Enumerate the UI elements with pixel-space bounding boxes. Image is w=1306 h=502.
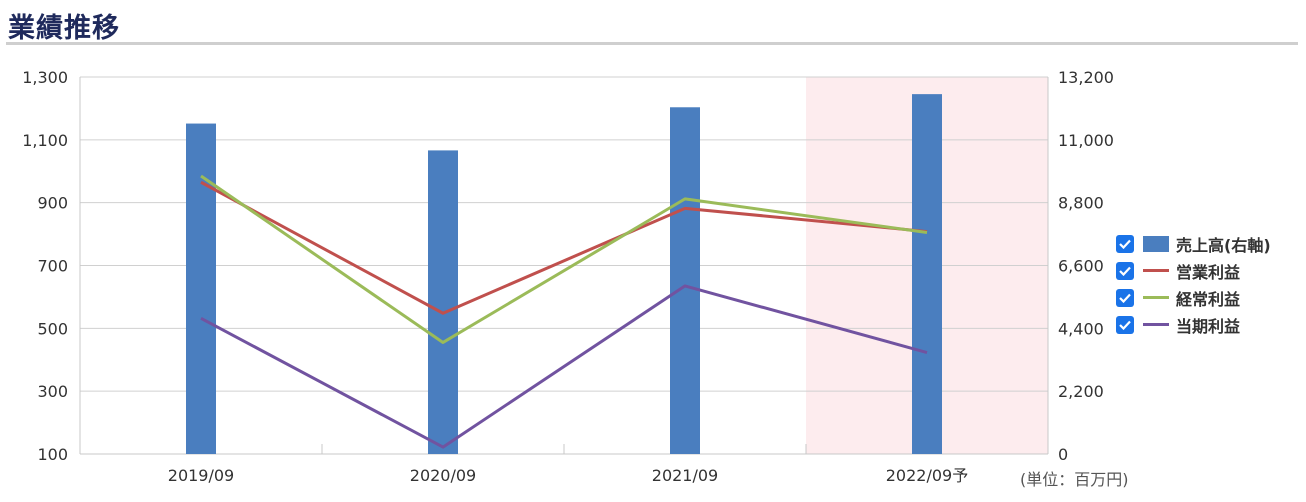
page-title: 業績推移 (8, 13, 120, 44)
x-axis-tick-label: 2021/09 (652, 466, 718, 485)
left-axis-tick-label: 1,100 (22, 131, 68, 150)
right-axis-tick-label: 4,400 (1058, 319, 1104, 338)
x-axis-tick-label: 2022/09予 (886, 466, 968, 485)
legend-swatch-net-profit (1143, 323, 1169, 326)
right-axis-tick-label: 11,000 (1058, 131, 1114, 150)
x-axis-tick-label: 2020/09 (410, 466, 476, 485)
x-axis-tick-label: 2019/09 (168, 466, 234, 485)
left-axis-tick-label: 700 (37, 257, 68, 276)
left-axis-tick-label: 1,300 (22, 68, 68, 87)
line-operating-profit (200, 180, 928, 315)
right-axis-tick-label: 2,200 (1058, 382, 1104, 401)
right-axis-tick-label: 13,200 (1058, 68, 1114, 87)
legend-swatch-ordinary-profit (1143, 296, 1169, 299)
checkbox-checked-icon[interactable] (1116, 234, 1134, 253)
legend-label: 売上高(右軸) (1176, 235, 1271, 255)
legend-item-ordinary-profit[interactable]: 経常利益 (1116, 284, 1302, 311)
legend-label: 当期利益 (1176, 316, 1241, 336)
left-axis-tick-label: 100 (37, 445, 68, 464)
legend-item-operating-profit[interactable]: 営業利益 (1116, 257, 1302, 284)
legend-label: 経常利益 (1176, 289, 1241, 309)
unit-label: (単位：百万円) (1020, 470, 1129, 489)
chart-legend: 売上高(右軸) 営業利益 経常利益 当期利益 (1116, 230, 1302, 338)
legend-swatch-sales (1143, 235, 1169, 252)
right-axis-tick-label: 0 (1058, 445, 1068, 464)
bar-sales (428, 150, 458, 454)
left-axis-tick-label: 900 (37, 194, 68, 213)
legend-item-sales[interactable]: 売上高(右軸) (1116, 230, 1302, 257)
bar-sales (186, 123, 216, 455)
line-net-profit (200, 284, 928, 449)
bar-sales (912, 94, 942, 455)
legend-item-net-profit[interactable]: 当期利益 (1116, 311, 1302, 338)
bar-sales (670, 107, 700, 455)
title-divider (6, 42, 1298, 45)
line-ordinary-profit (200, 174, 928, 344)
checkbox-checked-icon[interactable] (1116, 261, 1134, 280)
checkbox-checked-icon[interactable] (1116, 315, 1134, 334)
right-axis-tick-label: 8,800 (1058, 194, 1104, 213)
legend-label: 営業利益 (1176, 262, 1241, 282)
left-axis-tick-label: 500 (37, 319, 68, 338)
left-axis-tick-label: 300 (37, 382, 68, 401)
legend-swatch-operating-profit (1143, 269, 1169, 272)
checkbox-checked-icon[interactable] (1116, 288, 1134, 307)
page-header: 業績推移 (0, 0, 1298, 46)
right-axis-tick-label: 6,600 (1058, 257, 1104, 276)
